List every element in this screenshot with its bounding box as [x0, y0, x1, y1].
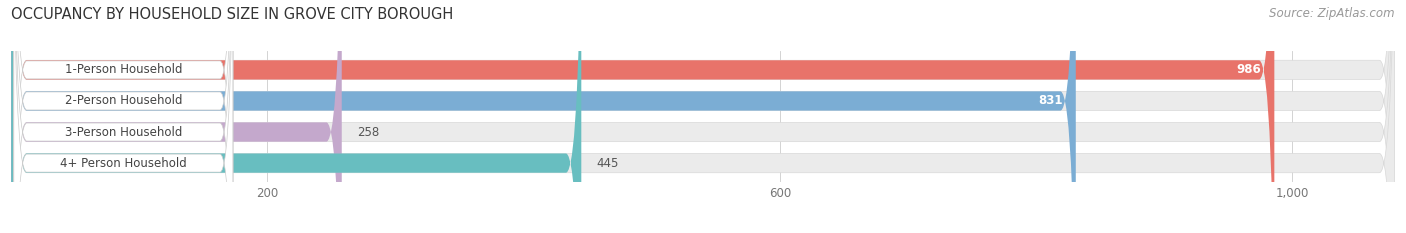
FancyBboxPatch shape	[11, 0, 581, 233]
Text: OCCUPANCY BY HOUSEHOLD SIZE IN GROVE CITY BOROUGH: OCCUPANCY BY HOUSEHOLD SIZE IN GROVE CIT…	[11, 7, 454, 22]
Text: 831: 831	[1039, 94, 1063, 107]
FancyBboxPatch shape	[11, 0, 1395, 233]
Text: 445: 445	[596, 157, 619, 170]
FancyBboxPatch shape	[14, 0, 233, 233]
FancyBboxPatch shape	[11, 0, 1274, 233]
Text: 3-Person Household: 3-Person Household	[65, 126, 181, 139]
FancyBboxPatch shape	[11, 0, 342, 233]
FancyBboxPatch shape	[14, 0, 233, 233]
FancyBboxPatch shape	[11, 0, 1395, 233]
FancyBboxPatch shape	[11, 0, 1395, 233]
Text: 986: 986	[1237, 63, 1261, 76]
FancyBboxPatch shape	[11, 0, 1395, 233]
Text: 1-Person Household: 1-Person Household	[65, 63, 183, 76]
FancyBboxPatch shape	[14, 0, 233, 233]
Text: 4+ Person Household: 4+ Person Household	[60, 157, 187, 170]
Text: 258: 258	[357, 126, 380, 139]
Text: Source: ZipAtlas.com: Source: ZipAtlas.com	[1270, 7, 1395, 20]
Text: 2-Person Household: 2-Person Household	[65, 94, 183, 107]
FancyBboxPatch shape	[14, 0, 233, 233]
FancyBboxPatch shape	[11, 0, 1076, 233]
